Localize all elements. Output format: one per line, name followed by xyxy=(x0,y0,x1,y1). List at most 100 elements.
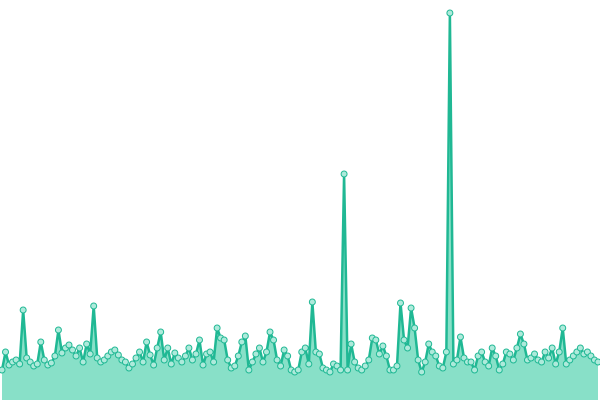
point xyxy=(86,350,94,358)
point xyxy=(520,340,528,348)
point xyxy=(234,352,242,360)
point xyxy=(40,356,48,364)
point xyxy=(425,340,433,348)
point xyxy=(308,298,316,306)
point xyxy=(439,364,447,372)
point xyxy=(114,351,122,359)
point xyxy=(51,352,59,360)
point xyxy=(280,346,288,354)
point xyxy=(54,326,62,334)
point xyxy=(576,344,584,352)
point xyxy=(340,170,348,178)
point xyxy=(210,358,218,366)
point xyxy=(185,344,193,352)
point xyxy=(111,346,119,354)
point xyxy=(83,340,91,348)
point xyxy=(344,366,352,374)
point xyxy=(559,324,567,332)
point xyxy=(192,350,200,358)
point xyxy=(224,356,232,364)
point xyxy=(347,340,355,348)
point xyxy=(47,359,55,367)
point xyxy=(178,358,186,366)
point xyxy=(516,330,524,338)
point xyxy=(121,358,129,366)
point xyxy=(531,350,539,358)
point xyxy=(499,360,507,368)
point xyxy=(397,299,405,307)
point xyxy=(453,356,461,364)
point xyxy=(164,344,172,352)
point xyxy=(326,368,334,376)
point xyxy=(382,352,390,360)
point xyxy=(213,324,221,332)
point xyxy=(146,351,154,359)
point xyxy=(16,360,24,368)
point xyxy=(495,366,503,374)
point xyxy=(407,304,415,312)
line xyxy=(0,11,599,374)
point xyxy=(506,350,514,358)
point xyxy=(418,368,426,376)
point xyxy=(238,338,246,346)
point xyxy=(400,336,408,344)
point xyxy=(248,358,256,366)
point xyxy=(252,350,260,358)
point xyxy=(2,348,10,356)
point xyxy=(150,361,158,369)
point xyxy=(128,360,136,368)
point xyxy=(277,362,285,370)
point xyxy=(171,349,179,357)
point xyxy=(72,352,80,360)
point xyxy=(266,328,274,336)
point xyxy=(79,358,87,366)
point xyxy=(270,336,278,344)
point xyxy=(37,338,45,346)
point xyxy=(541,348,549,356)
point xyxy=(294,366,302,374)
point xyxy=(153,344,161,352)
point xyxy=(432,352,440,360)
point xyxy=(456,333,464,341)
point xyxy=(442,348,450,356)
point xyxy=(160,356,168,364)
point xyxy=(255,344,263,352)
point xyxy=(555,348,563,356)
point xyxy=(485,362,493,370)
point xyxy=(414,356,422,364)
point xyxy=(139,358,147,366)
point xyxy=(365,356,373,364)
point xyxy=(393,362,401,370)
point xyxy=(404,344,412,352)
point xyxy=(143,338,151,346)
point xyxy=(241,332,249,340)
point xyxy=(284,352,292,360)
point xyxy=(411,324,419,332)
point xyxy=(132,354,140,362)
point xyxy=(488,344,496,352)
point xyxy=(471,366,479,374)
point xyxy=(262,348,270,356)
point xyxy=(0,366,6,374)
point xyxy=(181,352,189,360)
point xyxy=(467,358,475,366)
point xyxy=(195,336,203,344)
point xyxy=(337,366,345,374)
point xyxy=(33,360,41,368)
point xyxy=(305,360,313,368)
point xyxy=(421,358,429,366)
point xyxy=(492,352,500,360)
point xyxy=(206,348,214,356)
point xyxy=(538,358,546,366)
point xyxy=(65,341,73,349)
point xyxy=(245,366,253,374)
point xyxy=(351,358,359,366)
point xyxy=(69,346,77,354)
point xyxy=(259,358,267,366)
point xyxy=(552,360,560,368)
point xyxy=(273,356,281,364)
point xyxy=(315,350,323,358)
point xyxy=(231,362,239,370)
